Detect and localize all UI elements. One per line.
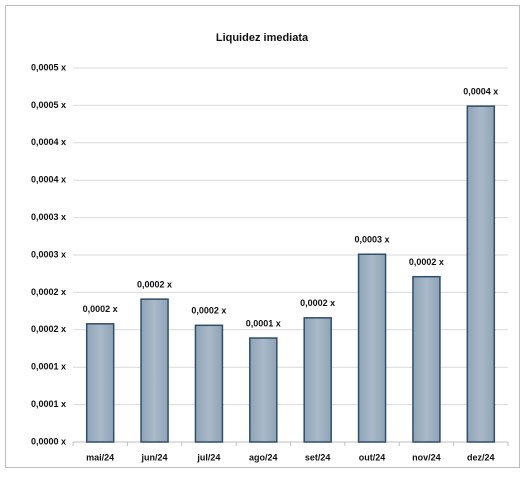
- y-tick-label: 0,0002 x: [31, 324, 66, 334]
- x-tick-label: jun/24: [141, 452, 168, 462]
- data-label: 0,0002 x: [83, 304, 118, 314]
- x-tick-label: ago/24: [249, 452, 278, 462]
- bar: [249, 337, 278, 443]
- y-tick-label: 0,0002 x: [31, 287, 66, 297]
- bar: [303, 317, 332, 443]
- y-tick-label: 0,0000 x: [31, 436, 66, 446]
- chart-title: Liquidez imediata: [216, 32, 309, 44]
- x-tick-label: jul/24: [196, 452, 220, 462]
- data-label: 0,0002 x: [300, 298, 335, 308]
- x-tick-label: out/24: [359, 452, 386, 462]
- y-tick-label: 0,0005 x: [31, 100, 66, 110]
- bar: [412, 275, 441, 443]
- x-tick-label: mai/24: [86, 452, 114, 462]
- data-label: 0,0004 x: [463, 87, 498, 97]
- data-label: 0,0001 x: [246, 318, 281, 328]
- data-label: 0,0002 x: [137, 280, 172, 290]
- bar: [466, 105, 496, 443]
- y-tick-label: 0,0003 x: [31, 212, 66, 222]
- y-tick-label: 0,0005 x: [31, 62, 66, 72]
- bar: [194, 324, 224, 443]
- data-label: 0,0003 x: [355, 235, 390, 245]
- bar: [140, 298, 169, 443]
- y-tick-label: 0,0001 x: [31, 362, 66, 372]
- data-label: 0,0002 x: [191, 306, 226, 316]
- y-tick-label: 0,0004 x: [31, 175, 66, 185]
- y-tick-label: 0,0001 x: [31, 399, 66, 409]
- y-tick-label: 0,0003 x: [31, 249, 66, 259]
- bar: [85, 323, 115, 443]
- x-tick-label: set/24: [305, 452, 331, 462]
- data-label: 0,0002 x: [409, 257, 444, 267]
- x-tick-label: dez/24: [467, 452, 495, 462]
- bar: [357, 253, 387, 443]
- y-tick-label: 0,0004 x: [31, 137, 66, 147]
- x-tick-label: nov/24: [412, 452, 441, 462]
